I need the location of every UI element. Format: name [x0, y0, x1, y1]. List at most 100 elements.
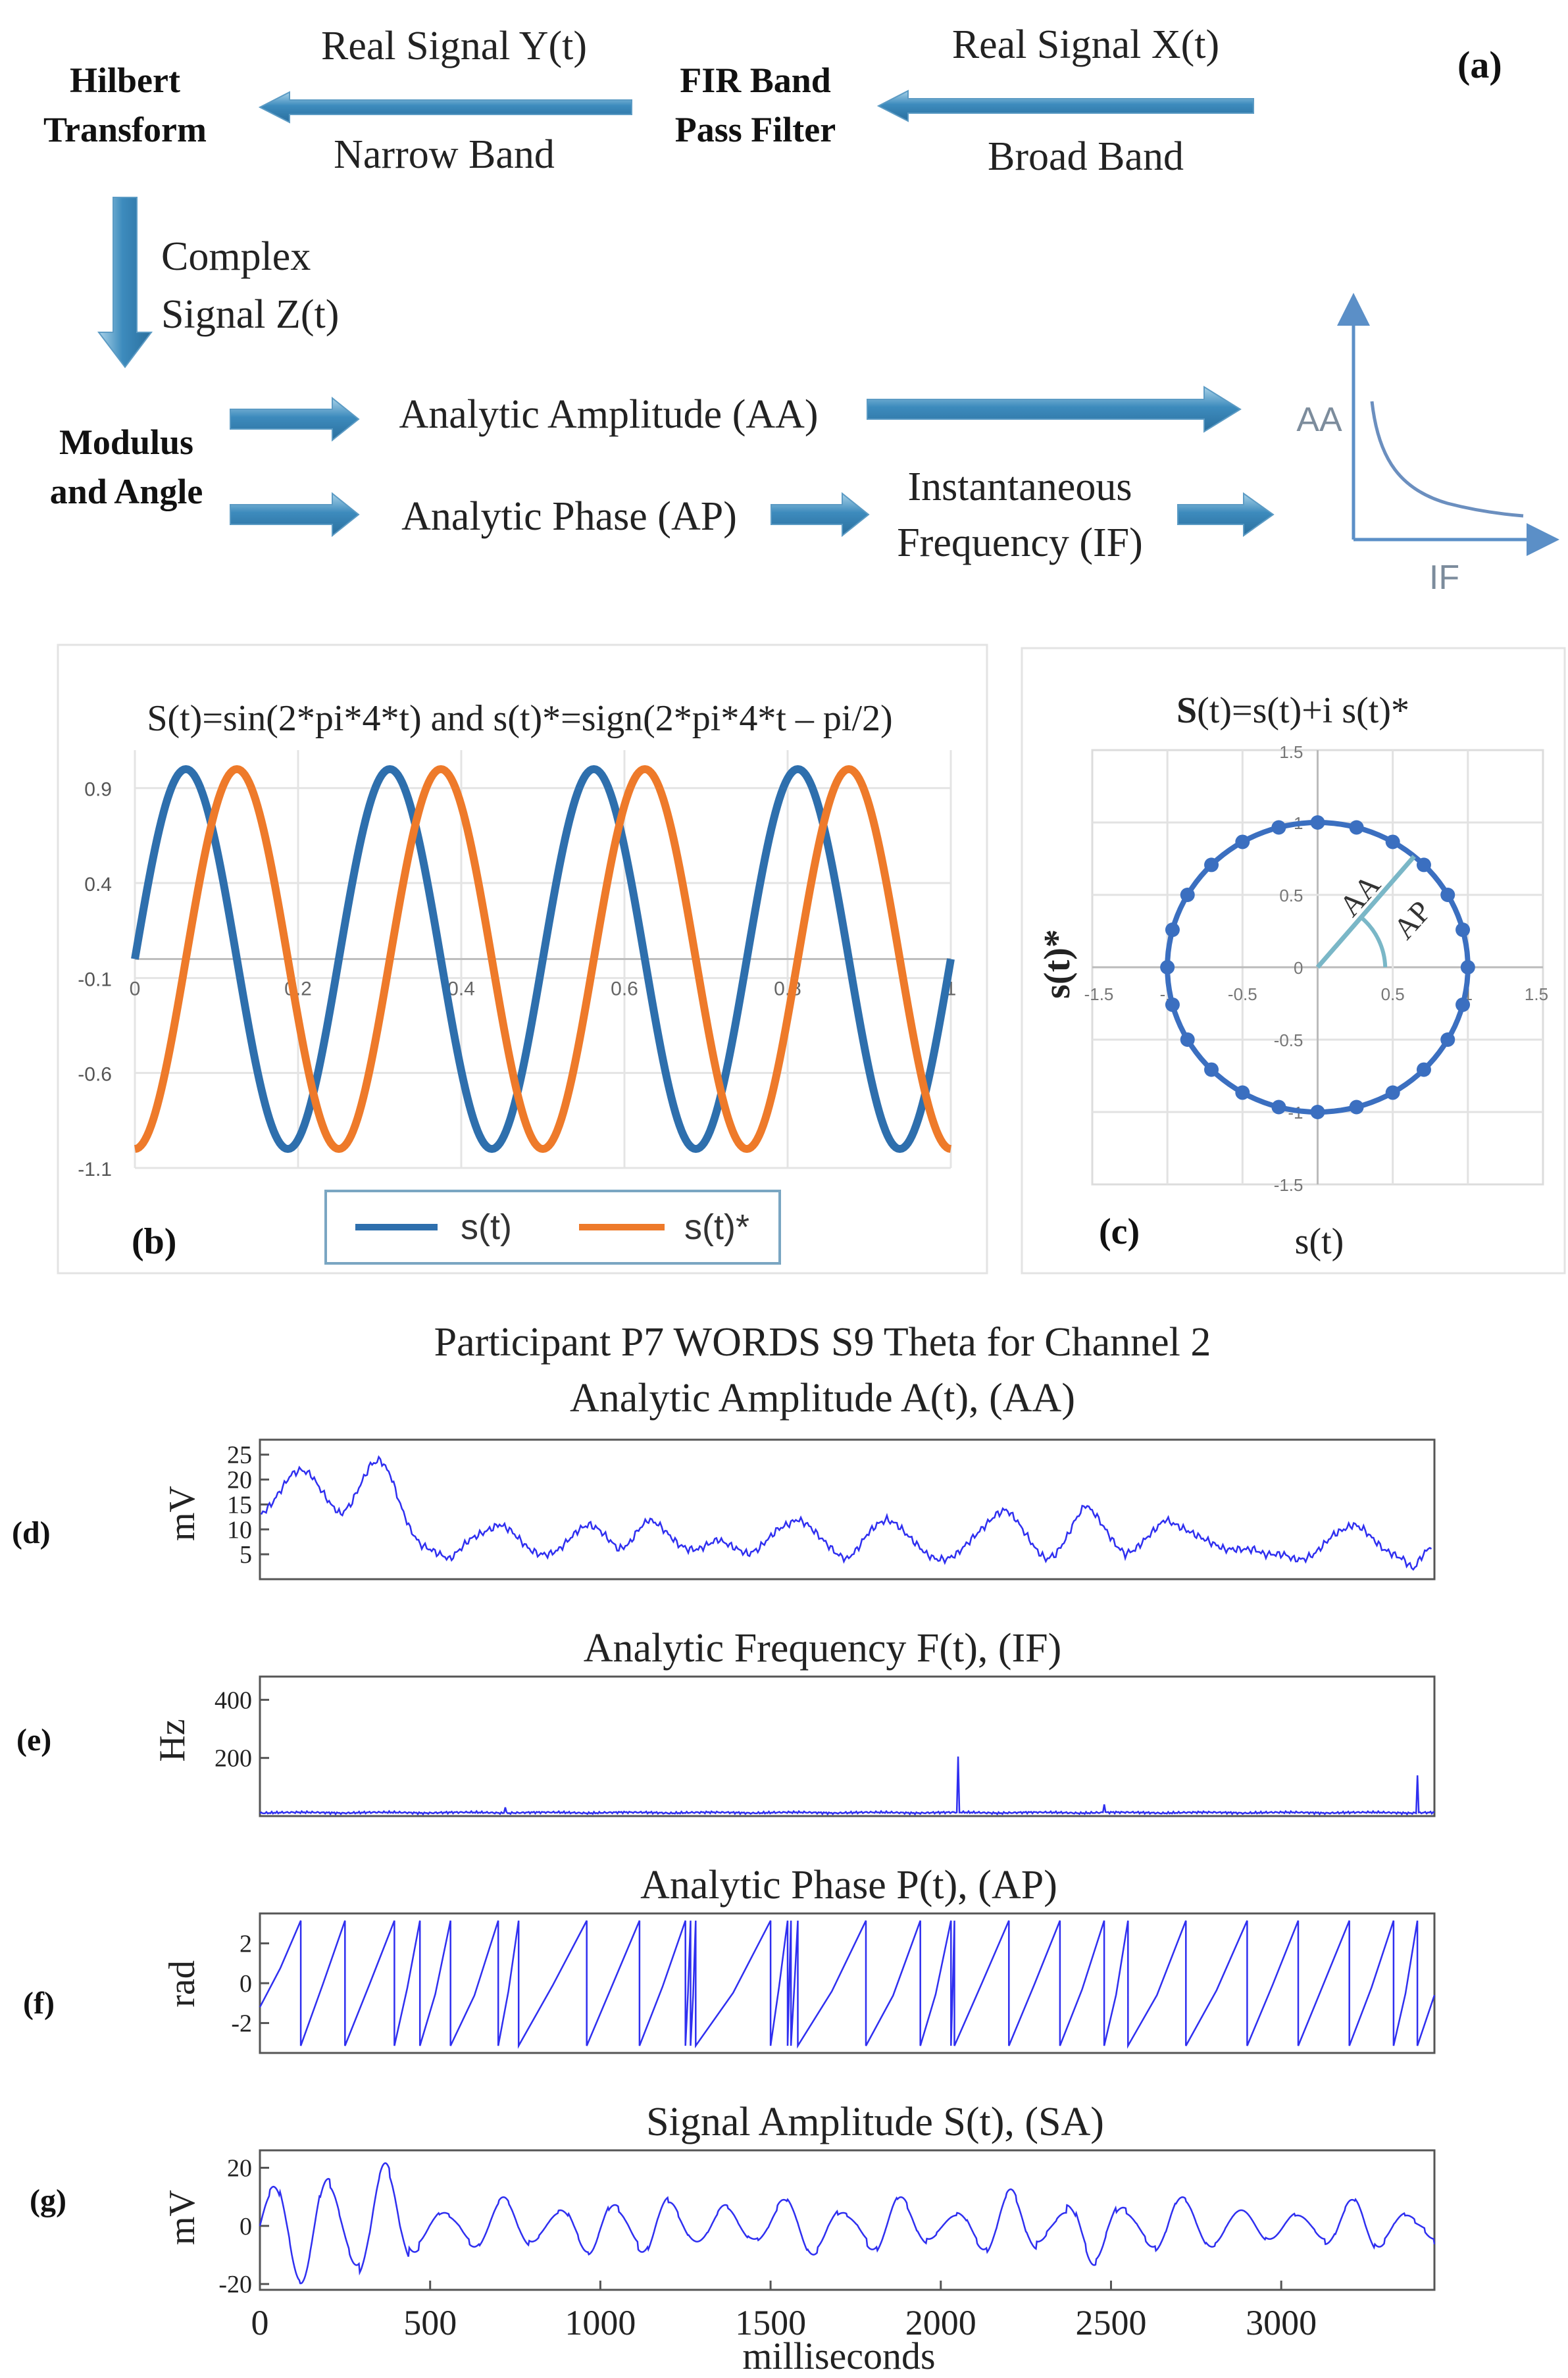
panel-e-ylabel: Hz	[152, 1719, 193, 1761]
panel-c-point	[1349, 820, 1364, 835]
panel-c-y-tick-label: 0	[1294, 958, 1303, 978]
panel-b-y-tick-label: -1.1	[78, 1159, 112, 1180]
panel-b: S(t)=sin(2*pi*4*t) and s(t)*=sign(2*pi*4…	[57, 644, 988, 1275]
panel-a: (a) Hilbert Transform Real Signal Y(t) N…	[43, 22, 1559, 597]
panel-f-plot-box	[259, 1912, 1436, 2054]
panel-c-x-tick-label: -0.5	[1228, 984, 1257, 1004]
arrow-aa-to-plot	[867, 386, 1242, 433]
arrow-fir-to-hilbert	[258, 91, 632, 124]
arrow-ap-to-if	[771, 492, 870, 538]
arrow-to-ap	[230, 492, 360, 538]
panel-c-y-tick-label: 1.5	[1279, 742, 1303, 762]
panel-g-signal-line	[259, 2162, 1436, 2285]
panel-c-point	[1165, 997, 1180, 1012]
panel-f-y-ticks: 2 0 -2	[231, 1930, 269, 2038]
mini-plot-x-label: IF	[1429, 559, 1459, 597]
panel-c-point	[1440, 888, 1455, 902]
panel-e-title: Analytic Frequency F(t), (IF)	[584, 1626, 1062, 1671]
panel-d-title: Analytic Amplitude A(t), (AA)	[570, 1376, 1075, 1421]
panel-a-label: (a)	[1457, 43, 1502, 86]
panel-b-y-tick-label: 0.4	[84, 874, 112, 896]
panel-b-y-tick-label: 0.9	[84, 779, 112, 801]
panel-c-point	[1165, 923, 1180, 938]
panel-c-ap-label: AP	[1387, 894, 1438, 946]
hilbert-label-line1: Hilbert	[70, 61, 180, 100]
real-signal-y-label: Real Signal Y(t)	[321, 24, 587, 68]
eeg-suptitle: Participant P7 WORDS S9 Theta for Channe…	[434, 1320, 1211, 1365]
panel-b-series-s-star	[133, 765, 953, 1153]
panel-c-title-rest: (t)=s(t)+i s(t)*	[1197, 690, 1409, 731]
panel-g-plot-box	[259, 2149, 1436, 2291]
panel-d-label: (d)	[12, 1515, 51, 1550]
panel-b-x-tick-label: 0	[130, 978, 141, 1000]
panel-c-ap-arc	[1359, 915, 1388, 968]
fir-label-line2: Pass Filter	[675, 110, 836, 149]
arrow-to-aa	[230, 396, 360, 442]
panel-c-annotations: AA AP	[1315, 855, 1438, 969]
panel-c-point	[1385, 1085, 1400, 1100]
arrow-if-to-plot	[1177, 492, 1275, 537]
panel-c-point	[1310, 815, 1325, 830]
broad-band-label: Broad Band	[988, 134, 1184, 179]
panel-g-y-tick-label: 0	[240, 2213, 252, 2240]
panel-c-points	[1160, 815, 1475, 1119]
panel-g-ylabel: mV	[162, 2190, 203, 2245]
panel-c: S(t)=s(t)+i s(t)* -1.5 -1 -0.5 0.5 1 1.51.510…	[1021, 647, 1566, 1275]
real-signal-x-label: Real Signal X(t)	[952, 22, 1219, 67]
legend-label-s-star: s(t)*	[684, 1207, 749, 1247]
panel-f-y-tick-label: 0	[240, 1970, 252, 1998]
panel-c-point	[1204, 857, 1219, 873]
panel-c-title-bold: S	[1176, 690, 1197, 731]
panel-b-y-tick-label: -0.1	[78, 969, 112, 990]
panel-f-ylabel: rad	[162, 1960, 203, 2008]
analytic-phase-label: Analytic Phase (AP)	[401, 494, 737, 539]
panel-f-y-tick-label: -2	[231, 2010, 252, 2038]
panel-c-point	[1310, 1105, 1325, 1119]
panel-c-ticks: -1.5 -1 -0.5 0.5 1 1.51.510.50-0.5-1-1.5	[1084, 742, 1548, 1195]
panel-d-plot-box	[259, 1438, 1436, 1581]
panel-g-x-tick-label: 3000	[1246, 2303, 1317, 2342]
panel-d-y-tick-label: 10	[227, 1516, 252, 1544]
panel-c-title: S(t)=s(t)+i s(t)*	[1176, 690, 1409, 731]
panel-f-title: Analytic Phase P(t), (AP)	[640, 1863, 1057, 1908]
panel-c-point	[1460, 960, 1475, 974]
hilbert-label-line2: Transform	[43, 110, 207, 149]
panel-e-y-tick-label: 200	[215, 1745, 252, 1773]
panel-c-point	[1416, 1062, 1431, 1077]
panel-c-point	[1455, 997, 1471, 1012]
panel-b-title: S(t)=sin(2*pi*4*t) and s(t)*=sign(2*pi*4…	[147, 698, 892, 739]
panel-d-amplitude-line	[260, 1455, 1432, 1571]
legend-label-s: s(t)	[461, 1207, 512, 1247]
analytic-amplitude-label: Analytic Amplitude (AA)	[399, 392, 818, 437]
panel-c-point	[1455, 923, 1471, 938]
complex-signal-line2: Signal Z(t)	[161, 292, 339, 337]
mini-plot-curve	[1370, 401, 1524, 518]
panel-g-x-tick-label: 0	[251, 2303, 269, 2342]
panel-g-x-tick-label: 500	[403, 2303, 457, 2342]
panel-f-y-tick-label: 2	[240, 1930, 252, 1958]
panel-g-y-tick-label: 20	[227, 2155, 252, 2183]
panel-c-point	[1160, 960, 1175, 974]
complex-signal-line1: Complex	[161, 234, 311, 279]
panel-b-frame	[57, 644, 988, 1275]
panel-g: Signal Amplitude S(t), (SA) 20 0 -20 0 500 1…	[30, 2100, 1436, 2377]
panel-b-series-s	[131, 765, 955, 1153]
panel-d-ylabel: mV	[162, 1486, 203, 1541]
panel-f: Analytic Phase P(t), (AP) 2 0 -2 rad (f)	[23, 1863, 1436, 2054]
panel-e-y-ticks: 400 200	[215, 1686, 269, 1773]
arrow-input-to-fir	[876, 89, 1254, 122]
panel-c-y-tick-label: 0.5	[1279, 886, 1303, 905]
panel-e-y-tick-label: 400	[215, 1686, 252, 1714]
panel-e-plot-box	[259, 1675, 1436, 1817]
panel-c-y-tick-label: -1.5	[1274, 1175, 1303, 1195]
panel-g-y-ticks: 20 0 -20	[218, 2155, 269, 2298]
panel-c-x-tick-label: -1.5	[1084, 984, 1114, 1004]
panel-c-x-tick-label: 0.5	[1381, 984, 1405, 1004]
instantaneous-frequency-line2: Frequency (IF)	[897, 520, 1143, 565]
panel-d-y-tick-label: 5	[240, 1541, 252, 1569]
panel-c-aa-vector	[1315, 855, 1416, 969]
panel-f-label: (f)	[23, 1986, 55, 2021]
panel-c-point	[1440, 1032, 1455, 1047]
panel-b-y-tick-label: -0.6	[78, 1064, 112, 1086]
